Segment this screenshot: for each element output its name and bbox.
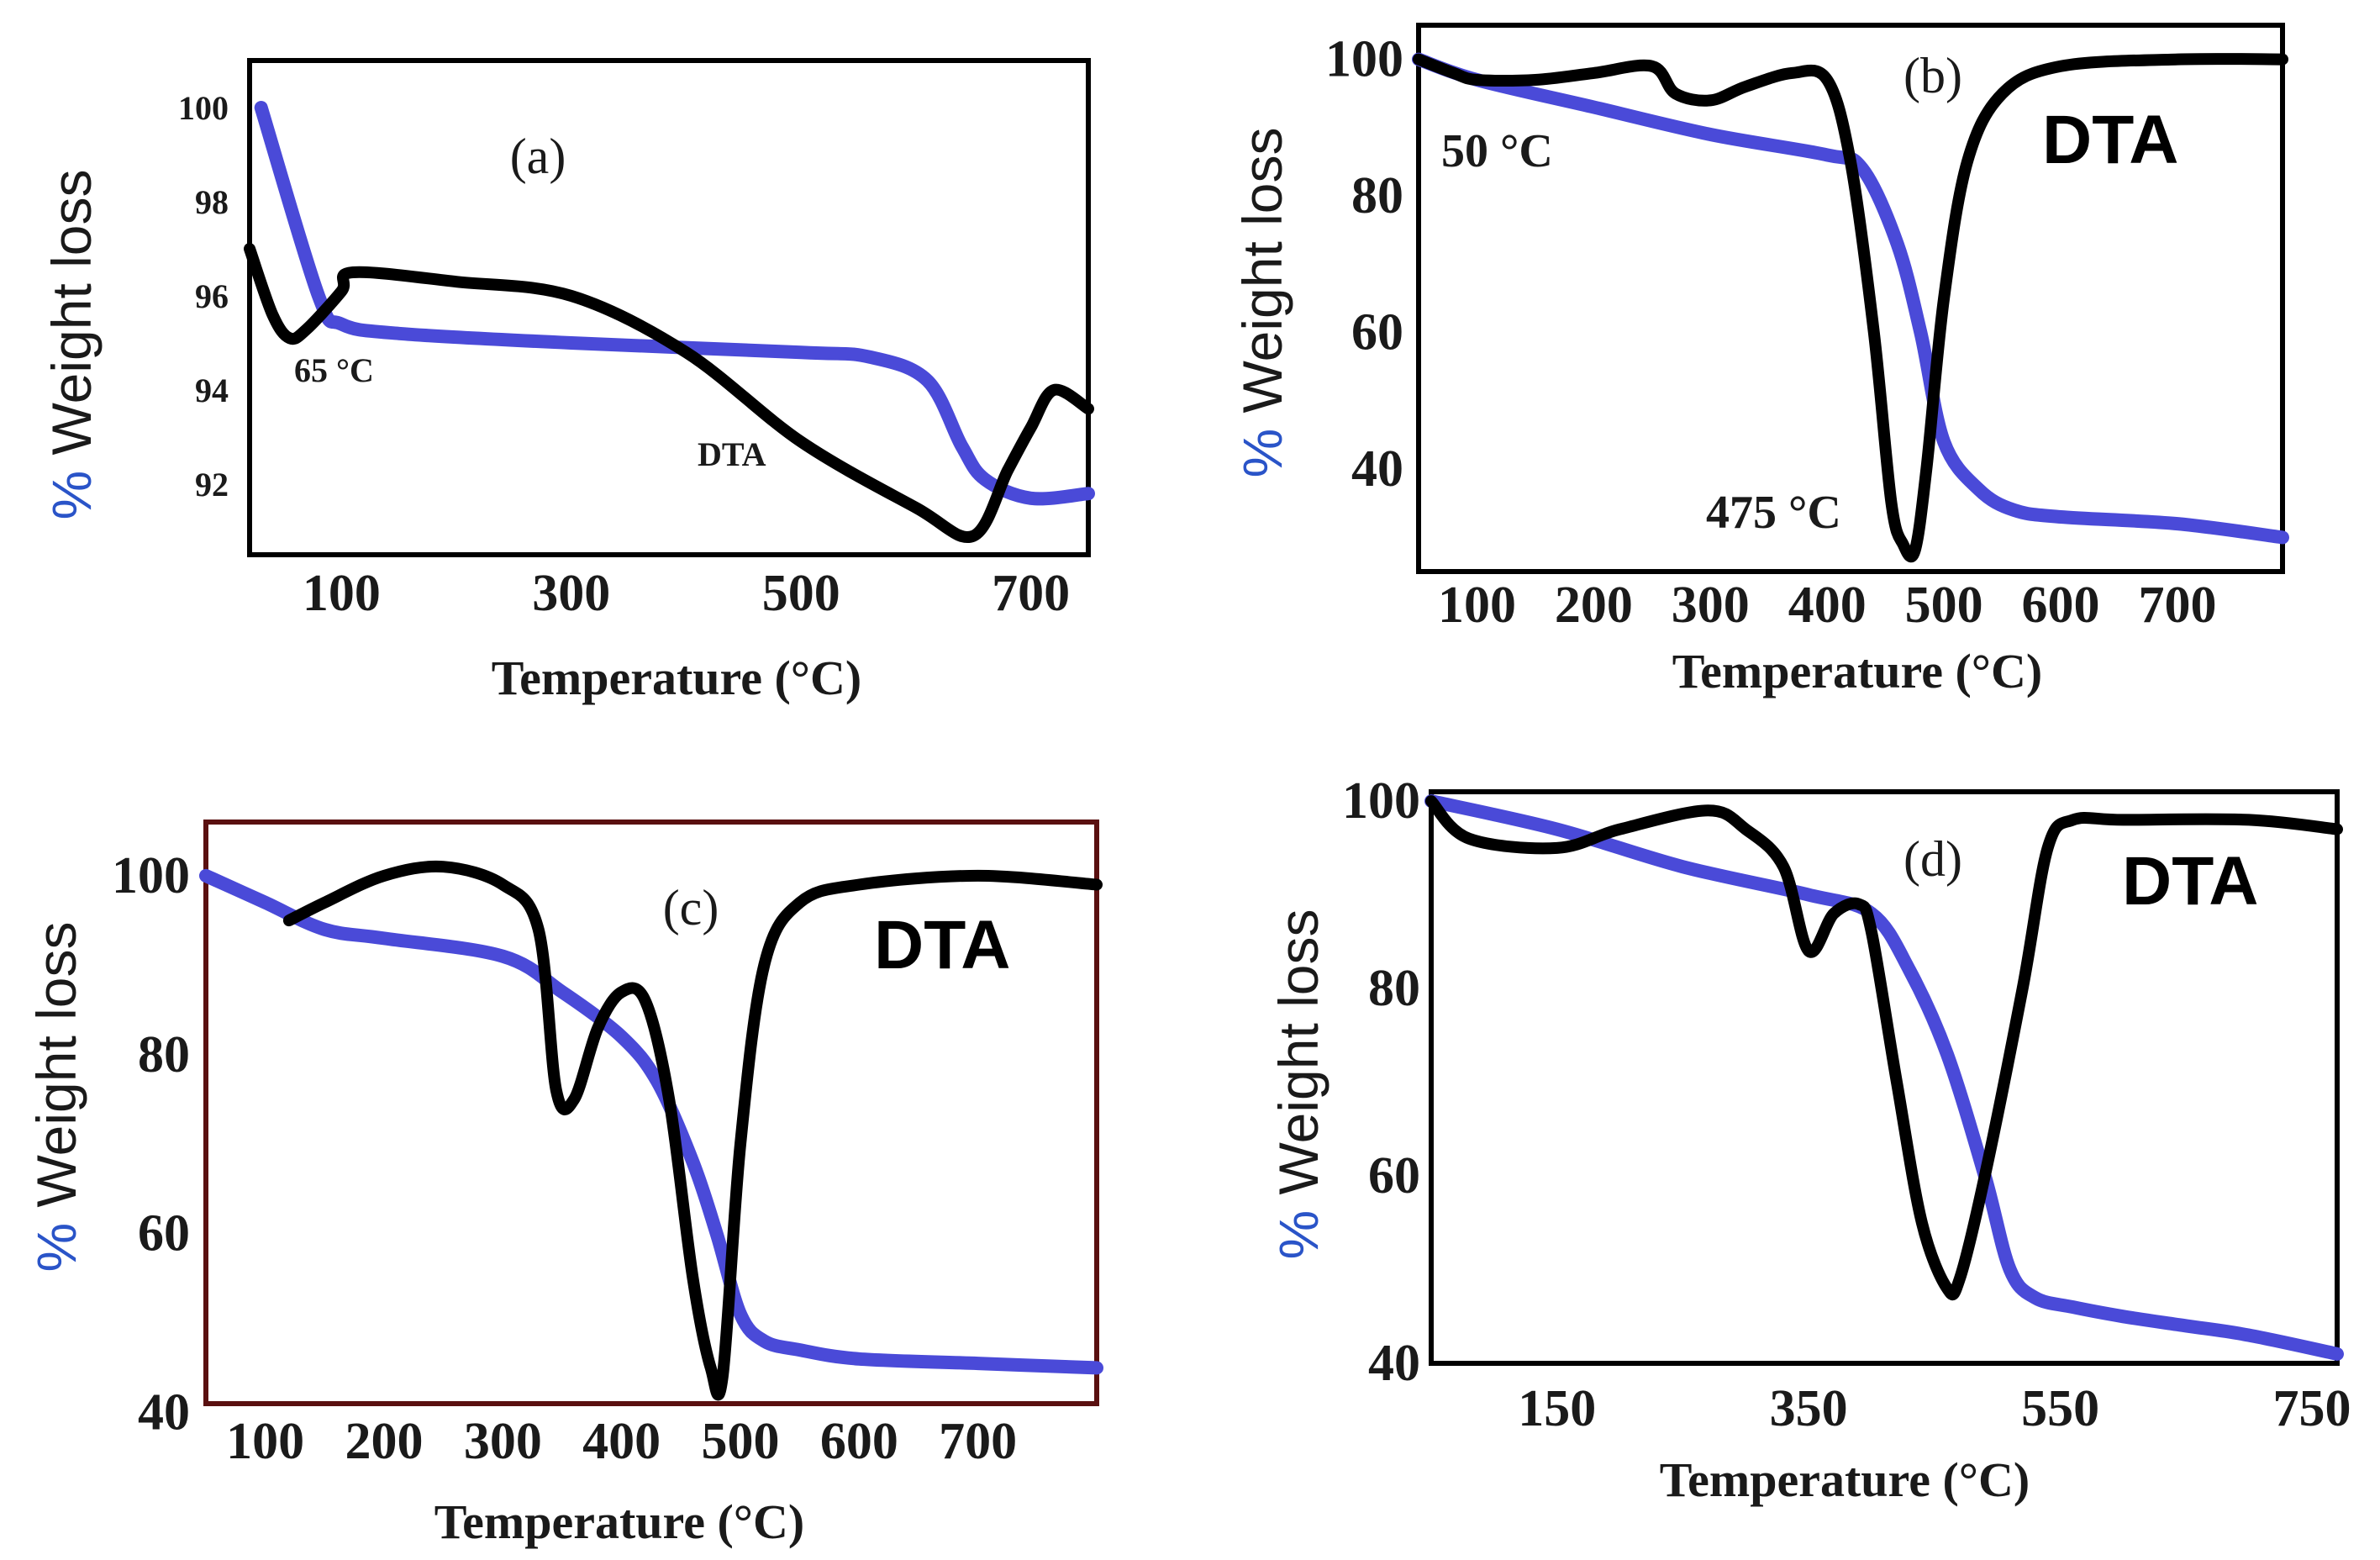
x-axis-label-c: Temperature (°C) — [434, 1494, 804, 1549]
x-tick-label-c-700: 700 — [939, 1413, 1017, 1470]
y-tick-label-c-60: 60 — [138, 1205, 190, 1262]
x-tick-label-a-700: 700 — [992, 565, 1070, 622]
y-tick-label-b-80: 80 — [1351, 167, 1403, 224]
x-tick-label-b-600: 600 — [2022, 577, 2100, 634]
y-tick-label-d-80: 80 — [1368, 960, 1420, 1017]
tga-curve-d — [1424, 794, 2344, 1361]
x-tick-label-b-100: 100 — [1438, 577, 1516, 634]
dta-label-c: DTA — [874, 907, 1010, 983]
y-tick-label-a-100: 100 — [178, 89, 229, 127]
panel-label-b: (b) — [1903, 48, 1962, 103]
x-tick-label-c-100: 100 — [226, 1413, 304, 1470]
dta-label-d: DTA — [2122, 843, 2258, 920]
x-tick-labels-d: 150 350 550 750 — [1518, 1380, 2351, 1437]
series-lines-c — [199, 860, 1103, 1401]
y-tick-label-c-100: 100 — [112, 847, 190, 904]
x-tick-label-d-350: 350 — [1770, 1380, 1848, 1437]
x-tick-label-c-600: 600 — [820, 1413, 898, 1470]
dta-curve-a — [244, 243, 1094, 543]
plot-frame-a — [247, 58, 1091, 557]
chart-panel-a: (a) % Weight loss Temperature (°C) 100 30… — [40, 58, 1095, 705]
tga-curve-a — [254, 101, 1095, 506]
y-tick-label-d-40: 40 — [1368, 1335, 1420, 1392]
y-tick-label-b-40: 40 — [1351, 440, 1403, 498]
series-lines-d — [1424, 794, 2344, 1361]
annotation-475c: 475 °C — [1706, 487, 1841, 539]
x-tick-label-b-500: 500 — [1905, 577, 1983, 634]
tga-curve-b — [1412, 52, 2289, 545]
y-axis-label-b: % Weight loss — [1231, 128, 1293, 478]
dta-label-b: DTA — [2042, 102, 2178, 178]
x-axis-label-d: Temperature (°C) — [1660, 1452, 2030, 1507]
y-axis-label-d: % Weight loss — [1267, 909, 1330, 1260]
panel-label-a: (a) — [510, 129, 566, 184]
y-axis-label-c: % Weight loss — [25, 922, 87, 1273]
annotation-65c: 65 °C — [294, 351, 374, 389]
plot-frame-b — [1416, 23, 2285, 574]
x-tick-label-d-150: 150 — [1518, 1380, 1596, 1437]
series-lines-a — [244, 101, 1095, 543]
series-lines-b — [1412, 52, 2289, 563]
x-tick-label-a-500: 500 — [762, 565, 840, 622]
y-axis-label-a: % Weight loss — [40, 170, 103, 520]
y-tick-labels-b: 100 80 60 40 — [1325, 31, 1403, 498]
y-tick-label-a-96: 96 — [195, 277, 229, 315]
x-tick-label-d-550: 550 — [2021, 1380, 2099, 1437]
chart-panel-c: (c) DTA % Weight loss Temperature (°C) 1… — [25, 820, 1103, 1549]
y-tick-label-c-80: 80 — [138, 1026, 190, 1083]
panel-label-c: (c) — [663, 880, 719, 935]
y-tick-label-a-94: 94 — [195, 372, 229, 409]
x-tick-label-c-300: 300 — [464, 1413, 542, 1470]
y-tick-labels-c: 100 80 60 40 — [112, 847, 190, 1441]
dta-curve-b — [1413, 53, 2288, 563]
dta-curve-d — [1425, 795, 2343, 1301]
chart-panel-d: (d) DTA % Weight loss Temperature (°C) 1… — [1267, 772, 2351, 1507]
x-tick-label-b-400: 400 — [1788, 577, 1867, 634]
y-tick-label-c-40: 40 — [138, 1384, 190, 1441]
x-tick-labels-c: 100 200 300 400 500 600 700 — [226, 1413, 1017, 1470]
x-tick-label-b-700: 700 — [2138, 577, 2216, 634]
x-tick-label-c-400: 400 — [582, 1413, 661, 1470]
y-tick-label-d-60: 60 — [1368, 1147, 1420, 1204]
y-tick-label-b-100: 100 — [1325, 31, 1403, 88]
y-tick-label-a-92: 92 — [195, 466, 229, 503]
annotation-dta-a: DTA — [698, 435, 766, 473]
y-tick-labels-a: 100 98 96 94 92 — [178, 89, 229, 503]
x-tick-label-c-200: 200 — [345, 1413, 424, 1470]
x-axis-label-a: Temperature (°C) — [492, 651, 861, 705]
x-tick-labels-b: 100 200 300 400 500 600 700 — [1438, 577, 2217, 634]
x-tick-label-a-300: 300 — [532, 565, 610, 622]
x-tick-label-b-300: 300 — [1672, 577, 1750, 634]
x-axis-label-b: Temperature (°C) — [1672, 644, 2042, 698]
y-tick-label-b-60: 60 — [1351, 304, 1403, 361]
x-tick-label-c-500: 500 — [702, 1413, 780, 1470]
y-tick-labels-d: 100 80 60 40 — [1342, 772, 1420, 1392]
y-tick-label-d-100: 100 — [1342, 772, 1420, 830]
y-tick-label-a-98: 98 — [195, 183, 229, 221]
chart-panel-b: (b) DTA % Weight loss Temperature (°C) 1… — [1231, 23, 2289, 698]
panel-label-d: (d) — [1903, 831, 1962, 887]
x-tick-label-a-100: 100 — [303, 565, 381, 622]
plot-frame-d — [1429, 789, 2340, 1366]
x-tick-label-b-200: 200 — [1555, 577, 1633, 634]
x-tick-labels-a: 100 300 500 700 — [303, 565, 1070, 622]
x-tick-label-d-750: 750 — [2273, 1380, 2351, 1437]
annotation-50c: 50 °C — [1441, 125, 1553, 177]
plot-frame-c — [203, 820, 1099, 1406]
dta-curve-c — [282, 860, 1103, 1401]
